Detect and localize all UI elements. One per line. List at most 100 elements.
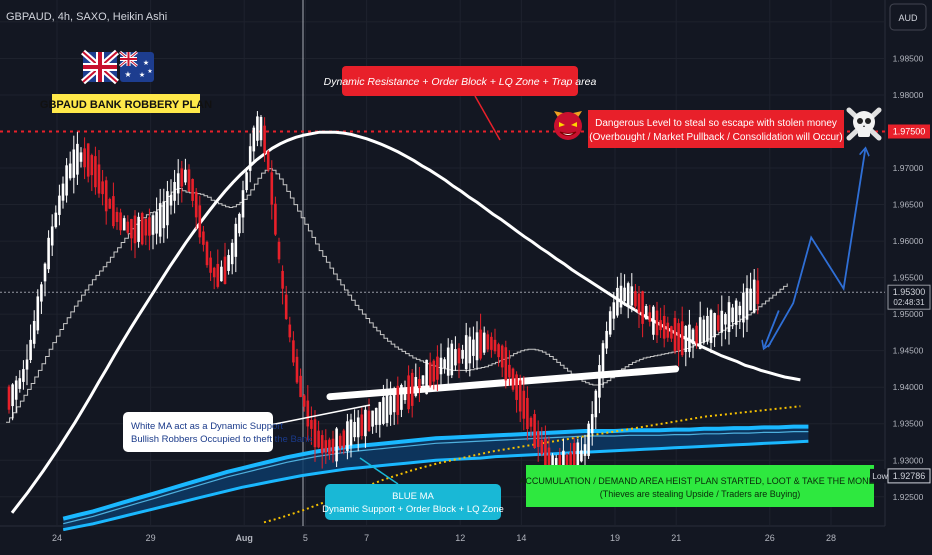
candle	[342, 428, 346, 455]
candle-body	[709, 310, 713, 343]
candle-body	[234, 223, 238, 257]
candle	[734, 298, 738, 337]
candle-body	[752, 279, 756, 313]
candle-body	[54, 212, 58, 228]
candle-body	[569, 452, 572, 469]
accumulation-zone-label: ACCUMULATION / DEMAND AREA HEIST PLAN ST…	[519, 465, 881, 507]
candle	[76, 131, 79, 185]
candle	[371, 410, 374, 434]
candle-body	[284, 294, 288, 320]
candle-body	[536, 431, 540, 448]
candle-body	[616, 287, 619, 316]
candle-body	[108, 198, 112, 209]
candle	[324, 429, 328, 464]
candle	[414, 363, 418, 398]
title-label: GBPAUD BANK ROBBERY PLAN	[40, 94, 212, 113]
candle-body	[706, 315, 709, 342]
candle	[72, 135, 76, 194]
candle	[184, 158, 187, 186]
candle	[738, 301, 742, 329]
candle	[248, 133, 252, 183]
candle	[284, 285, 288, 320]
candle	[180, 160, 184, 203]
svg-text:Dynamic Resistance + Order Blo: Dynamic Resistance + Order Block + LQ Zo…	[324, 76, 597, 88]
candle	[540, 427, 544, 457]
candle	[320, 430, 324, 469]
candle	[515, 371, 518, 413]
svg-text:1.97500: 1.97500	[893, 127, 926, 137]
candle-body	[209, 257, 212, 273]
candle-body	[392, 392, 396, 413]
candle	[407, 365, 410, 414]
resistance-callout: Dynamic Resistance + Order Block + LQ Zo…	[324, 66, 597, 141]
candle	[684, 325, 688, 367]
candle	[583, 434, 587, 467]
price-tick-label: 1.93500	[893, 419, 924, 429]
candle-body	[594, 390, 598, 418]
candle-body	[162, 201, 166, 229]
candle-body	[140, 213, 144, 245]
time-axis[interactable]: 24 29 Aug 5 7 12 14 19 21 26 28	[52, 533, 836, 543]
candle	[50, 214, 54, 256]
candle-body	[410, 372, 414, 406]
candle-body	[245, 172, 248, 191]
candle-body	[58, 195, 61, 215]
candle-body	[428, 362, 432, 386]
candle	[256, 111, 259, 147]
candle	[86, 143, 90, 183]
candle-body	[72, 149, 76, 178]
candle-body	[695, 325, 698, 344]
candle-body	[137, 216, 140, 242]
candle-body	[248, 146, 252, 171]
candle	[662, 305, 666, 348]
candle-body	[342, 430, 346, 448]
candle	[176, 159, 180, 206]
candle	[202, 225, 205, 252]
australia-flag-icon: ★ ★ ★ ★	[119, 50, 154, 82]
blue-ma-band	[62, 424, 809, 532]
candle-body	[403, 388, 407, 401]
time-tick-label: 7	[364, 533, 369, 543]
uk-flag-icon	[81, 49, 119, 85]
candle	[616, 276, 619, 318]
candle-body	[590, 414, 594, 434]
candle-body	[544, 438, 547, 469]
candle	[238, 212, 241, 237]
currency-button[interactable]: AUD	[889, 3, 927, 31]
candle	[518, 374, 522, 423]
svg-text:Dynamic Support + Order Block: Dynamic Support + Order Block + LQ Zone	[322, 504, 504, 515]
danger-price-tag: 1.97500	[888, 124, 930, 139]
candle-body	[500, 345, 504, 368]
candle-body	[274, 203, 277, 235]
candle	[40, 281, 43, 314]
candle	[173, 169, 176, 214]
candle	[36, 289, 40, 335]
candle	[151, 213, 155, 250]
candle-body	[263, 125, 266, 154]
candle-body	[504, 347, 508, 381]
price-tick-label: 1.92500	[893, 492, 924, 502]
candle-body	[497, 344, 500, 358]
candle-body	[382, 397, 385, 424]
candle	[587, 420, 590, 459]
candle	[659, 307, 662, 338]
candle-body	[385, 393, 389, 423]
candle	[439, 343, 443, 385]
candle-body	[648, 312, 652, 322]
candle	[716, 304, 720, 333]
candle-body	[266, 151, 270, 171]
candle-body	[50, 226, 54, 246]
candle-body	[349, 419, 353, 446]
candle-body	[259, 116, 263, 141]
candle	[115, 207, 119, 230]
candle	[450, 339, 454, 379]
candle-body	[241, 190, 245, 218]
candle-body	[281, 270, 284, 289]
candle-body	[562, 450, 565, 473]
blue-ma-line	[62, 439, 809, 532]
candle-body	[277, 241, 281, 260]
candle-body	[486, 334, 490, 350]
candle	[522, 376, 526, 431]
